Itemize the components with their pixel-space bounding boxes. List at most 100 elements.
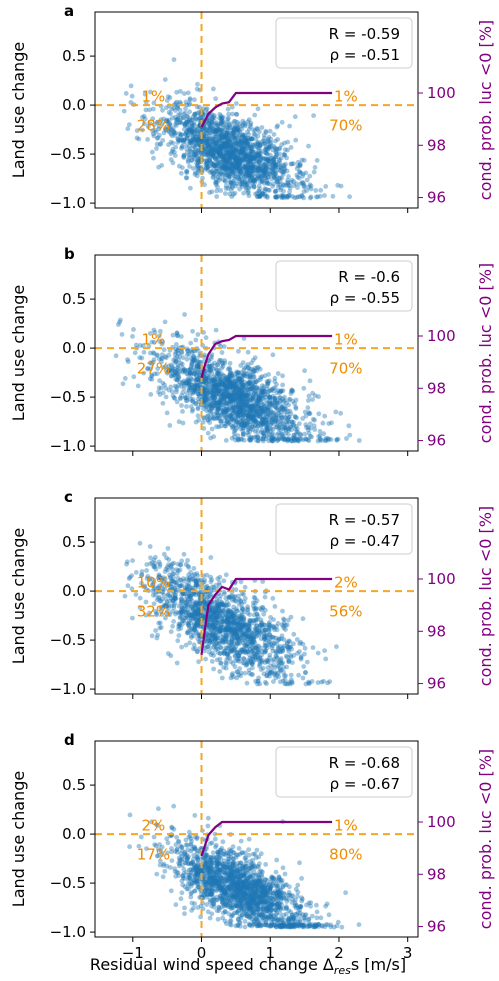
scatter-point [194, 361, 200, 366]
scatter-point [254, 368, 260, 374]
scatter-point [248, 403, 254, 408]
scatter-point [239, 384, 245, 390]
scatter-point [275, 193, 281, 199]
scatter-point [213, 374, 219, 379]
scatter-point [195, 81, 200, 87]
scatter-point [275, 438, 280, 444]
scatter-point [173, 144, 179, 150]
scatter-point [322, 438, 328, 444]
scatter-point [260, 665, 266, 671]
scatter-point [213, 120, 219, 125]
scatter-point [191, 388, 197, 393]
scatter-point [302, 183, 307, 189]
scatter-point [191, 354, 196, 359]
scatter-point [183, 615, 189, 621]
scatter-point [316, 394, 321, 400]
scatter-point [222, 141, 228, 147]
scatter-point [248, 656, 254, 662]
scatter-point [257, 141, 262, 147]
scatter-point [263, 427, 269, 433]
scatter-point [242, 178, 248, 184]
scatter-point [178, 596, 184, 602]
scatter-point [158, 385, 164, 391]
scatter-point [275, 123, 281, 128]
scatter-point [253, 398, 259, 404]
scatter-point [213, 139, 219, 145]
scatter-point [272, 385, 278, 391]
scatter-point [294, 195, 300, 200]
scatter-point [122, 376, 128, 381]
scatter-point [189, 157, 195, 163]
scatter-point [217, 112, 223, 117]
scatter-point [225, 396, 230, 402]
scatter-point [203, 127, 209, 133]
scatter-point [267, 388, 273, 394]
scatter-point [235, 138, 241, 144]
scatter-point [252, 173, 258, 179]
scatter-point [211, 387, 216, 393]
scatter-point [303, 436, 309, 442]
scatter-point [281, 188, 286, 194]
scatter-point [230, 403, 236, 409]
scatter-point [195, 604, 201, 609]
scatter-point [239, 387, 245, 393]
plot-frame [94, 11, 419, 209]
scatter-point [258, 397, 263, 403]
scatter-point [233, 393, 238, 398]
scatter-point [248, 157, 254, 163]
scatter-point [282, 409, 288, 415]
scatter-point [274, 146, 279, 152]
scatter-point [270, 393, 276, 399]
scatter-point [260, 141, 266, 147]
scatter-point [169, 149, 175, 154]
scatter-point [292, 437, 297, 443]
scatter-point [208, 144, 214, 149]
scatter-point [184, 594, 190, 599]
scatter-point [279, 119, 285, 125]
scatter-point [208, 652, 214, 658]
scatter-point [213, 388, 218, 394]
scatter-point [191, 356, 197, 361]
scatter-point [180, 365, 186, 371]
scatter-point [193, 116, 198, 121]
scatter-point [192, 112, 198, 118]
scatter-point [276, 175, 282, 181]
scatter-point [266, 411, 271, 416]
scatter-point [217, 152, 223, 158]
scatter-point [211, 416, 216, 422]
scatter-point [232, 136, 238, 141]
scatter-point [245, 142, 251, 147]
scatter-point [268, 165, 274, 171]
scatter-point [177, 577, 183, 583]
scatter-point [206, 364, 211, 369]
scatter-point [231, 386, 236, 392]
scatter-point [203, 128, 209, 134]
scatter-point [213, 383, 218, 388]
scatter-point [258, 155, 264, 161]
scatter-point [168, 563, 174, 568]
scatter-point [213, 366, 219, 372]
scatter-point [151, 357, 157, 362]
scatter-point [272, 436, 278, 442]
scatter-point [269, 435, 274, 441]
scatter-point [275, 185, 281, 190]
scatter-point [213, 141, 219, 147]
scatter-point [258, 436, 263, 441]
scatter-point [229, 131, 235, 137]
scatter-point [228, 141, 234, 147]
scatter-point [207, 408, 213, 414]
scatter-point [237, 399, 243, 405]
scatter-point [268, 401, 273, 407]
scatter-point [256, 145, 262, 151]
scatter-point [247, 412, 253, 418]
scatter-point [254, 150, 260, 156]
scatter-point [268, 615, 273, 620]
scatter-point [216, 171, 222, 177]
scatter-point [190, 357, 196, 363]
scatter-point [251, 368, 257, 374]
scatter-point [282, 437, 287, 443]
scatter-point [243, 138, 248, 144]
y-tick-label: 0.0 [62, 96, 86, 114]
scatter-point [249, 672, 254, 677]
scatter-point [195, 406, 201, 412]
